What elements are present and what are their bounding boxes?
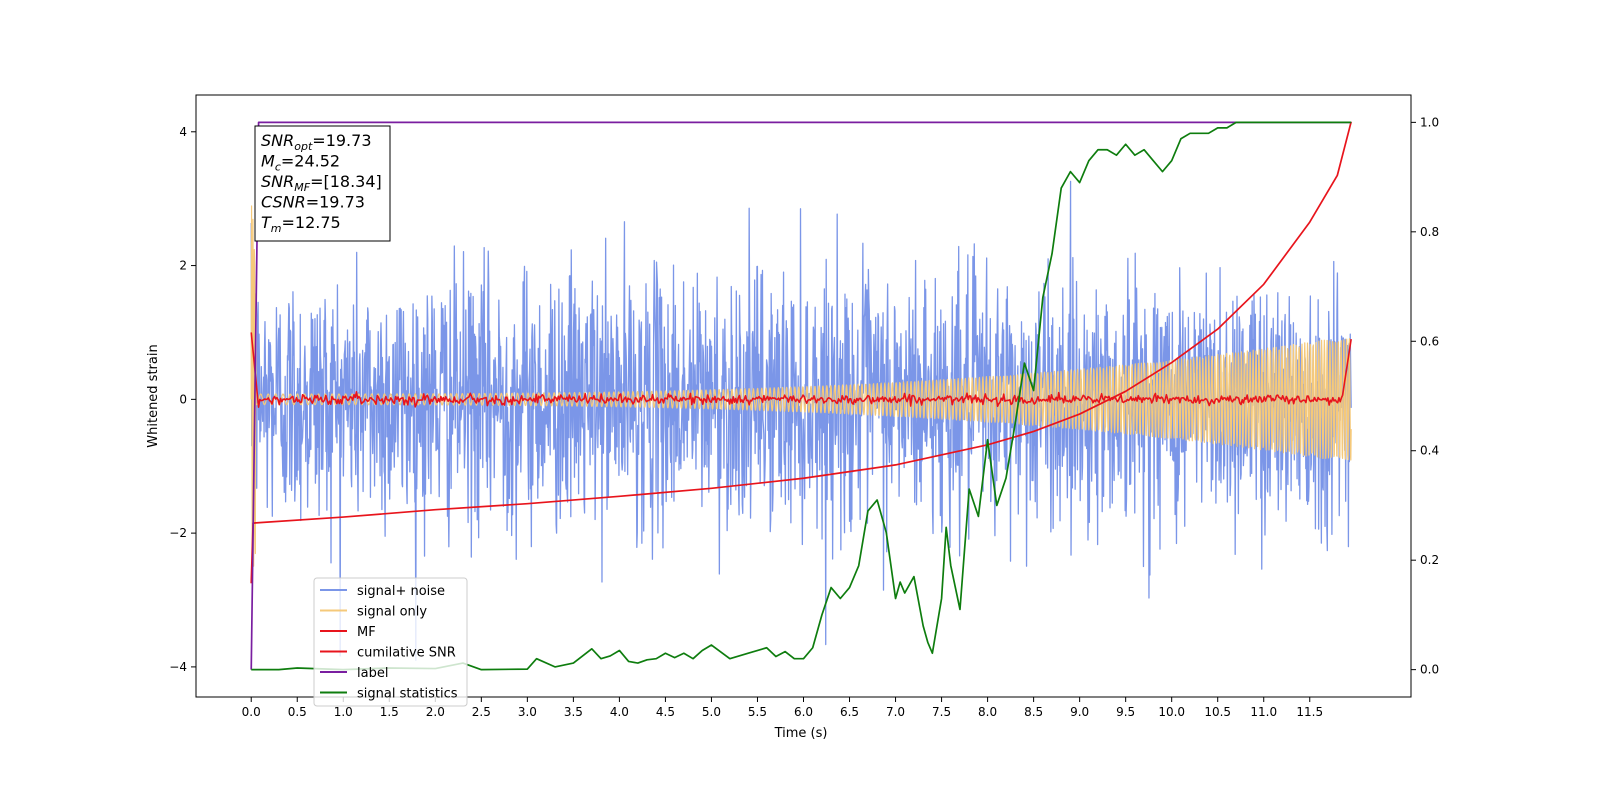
y2-tick-label: 0.8 [1420, 225, 1439, 239]
x-tick-label: 8.5 [1024, 705, 1043, 719]
annotation-frame [254, 125, 391, 242]
x-tick: 5.5 [748, 697, 767, 719]
legend-frame [313, 577, 468, 707]
legend-label: signal only [357, 605, 427, 620]
series-mf [250, 332, 1352, 408]
legend-item: signal only [320, 605, 427, 620]
x-tick: 8.5 [1024, 697, 1043, 719]
y-tick: −2 [169, 526, 196, 540]
y2-tick: 1.0 [1411, 115, 1439, 129]
legend-item: cumilative SNR [320, 646, 456, 661]
y2-tick-label: 0.6 [1420, 334, 1439, 348]
x-tick: 6.5 [840, 697, 859, 719]
x-tick-label: 7.0 [886, 705, 905, 719]
x-tick: 5.0 [702, 697, 721, 719]
x-tick-label: 4.0 [610, 705, 629, 719]
x-tick-label: 10.5 [1204, 705, 1231, 719]
x-tick: 4.0 [610, 697, 629, 719]
legend-item: signal+ noise [320, 584, 445, 599]
x-tick-label: 4.5 [656, 705, 675, 719]
y2-tick-label: 0.0 [1420, 663, 1439, 677]
y-tick: 4 [179, 125, 196, 139]
legend-item: signal statistics [320, 687, 458, 702]
x-tick-label: 2.0 [426, 705, 445, 719]
x-tick-label: 7.5 [932, 705, 951, 719]
x-tick: 3.0 [518, 697, 537, 719]
legend-label: signal statistics [357, 687, 458, 702]
x-tick: 7.5 [932, 697, 951, 719]
x-tick-label: 6.5 [840, 705, 859, 719]
y-tick-label: −4 [169, 660, 187, 674]
x-tick: 10.0 [1158, 697, 1185, 719]
annotation-line: SNRMF=[18.34] [261, 172, 382, 194]
x-tick: 10.5 [1204, 697, 1231, 719]
y2-tick: 0.2 [1411, 553, 1439, 567]
x-tick-label: 2.5 [472, 705, 491, 719]
x-tick-label: 9.5 [1116, 705, 1135, 719]
x-tick: 0.0 [242, 697, 261, 719]
legend-label: cumilative SNR [357, 646, 456, 661]
y-tick-label: 2 [179, 259, 187, 273]
plot-area [250, 121, 1352, 671]
y-axis-label: Whitened strain [146, 344, 161, 447]
y2-tick: 0.4 [1411, 444, 1439, 458]
y-axis-left: −4 −2 0 2 4 [169, 125, 196, 674]
y2-tick-label: 0.2 [1420, 553, 1439, 567]
y2-tick: 0.8 [1411, 225, 1439, 239]
y-tick: 2 [179, 259, 196, 273]
x-tick: 9.5 [1116, 697, 1135, 719]
x-tick-label: 3.5 [564, 705, 583, 719]
x-tick-label: 10.0 [1158, 705, 1185, 719]
y2-tick-label: 0.4 [1420, 444, 1439, 458]
x-tick-label: 1.0 [334, 705, 353, 719]
series-signal-statistics [251, 121, 1352, 671]
x-tick-label: 0.5 [288, 705, 307, 719]
x-tick-label: 8.0 [978, 705, 997, 719]
y2-tick: 0.6 [1411, 334, 1439, 348]
annotation-line: SNRopt=19.73 [261, 131, 372, 153]
x-tick: 2.5 [472, 697, 491, 719]
x-tick-label: 0.0 [242, 705, 261, 719]
x-tick-label: 11.0 [1250, 705, 1277, 719]
x-tick-label: 11.5 [1296, 705, 1323, 719]
x-tick: 11.5 [1296, 697, 1323, 719]
annotation-line: Mc=24.52 [261, 152, 340, 174]
annotation-box: SNRopt=19.73Mc=24.52SNRMF=[18.34]CSNR=19… [254, 125, 391, 242]
series-label [250, 121, 1352, 670]
x-axis-label: Time (s) [774, 726, 828, 741]
x-tick: 0.5 [288, 697, 307, 719]
x-tick: 8.0 [978, 697, 997, 719]
x-tick-label: 3.0 [518, 705, 537, 719]
legend-label: signal+ noise [357, 584, 445, 599]
legend-label: MF [357, 625, 376, 640]
x-tick-label: 5.5 [748, 705, 767, 719]
legend-label: label [357, 666, 388, 681]
x-tick: 4.5 [656, 697, 675, 719]
x-tick: 11.0 [1250, 697, 1277, 719]
y-tick: −4 [169, 660, 196, 674]
x-tick-label: 9.0 [1070, 705, 1089, 719]
x-tick: 3.5 [564, 697, 583, 719]
x-tick: 9.0 [1070, 697, 1089, 719]
y-tick-label: −2 [169, 526, 187, 540]
annotation-line: Tm=12.75 [261, 213, 341, 235]
y2-tick-label: 1.0 [1420, 115, 1439, 129]
x-tick-label: 1.5 [380, 705, 399, 719]
annotation-line: CSNR=19.73 [261, 193, 365, 212]
x-tick: 7.0 [886, 697, 905, 719]
y-axis-right: 0.0 0.2 0.4 0.6 0.8 1.0 [1411, 115, 1439, 677]
y-tick-label: 4 [179, 125, 187, 139]
y2-tick: 0.0 [1411, 663, 1439, 677]
series-signal-noise [250, 180, 1352, 661]
y-tick: 0 [179, 392, 196, 406]
legend-item: MF [320, 625, 376, 640]
x-tick-label: 5.0 [702, 705, 721, 719]
legend-item: label [320, 666, 388, 681]
y-tick-label: 0 [179, 392, 187, 406]
legend: signal+ noise signal only MF cumilative SNR… [313, 577, 468, 707]
x-axis: 0.0 0.5 1.0 1.5 2.0 2.5 3.0 3.5 4.0 4.5 5.0 5.5 6.0 6… [242, 697, 1323, 719]
x-tick-label: 6.0 [794, 705, 813, 719]
x-tick: 6.0 [794, 697, 813, 719]
